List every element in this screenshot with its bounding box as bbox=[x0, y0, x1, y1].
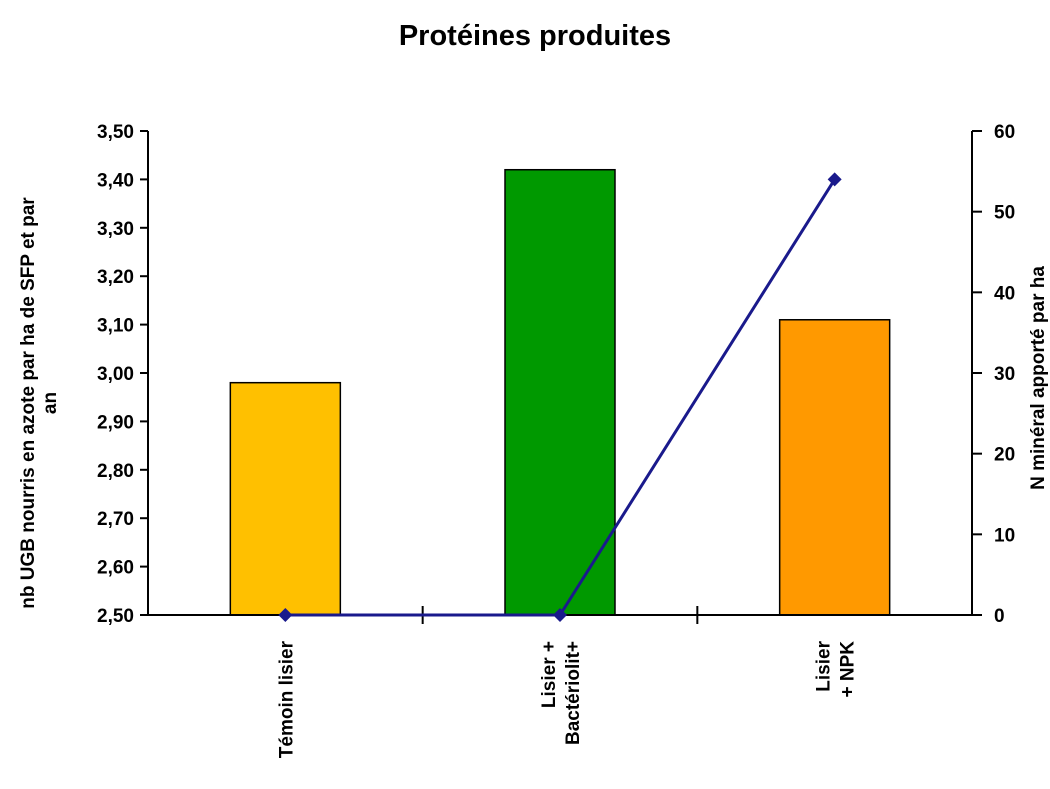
y-tick-label: 3,50 bbox=[97, 122, 134, 143]
y-tick-label: 3,30 bbox=[97, 219, 134, 240]
x-tick-label: Témoin lisier bbox=[276, 640, 297, 758]
y2-axis-label: N minéral apporté par ha bbox=[1028, 266, 1049, 490]
y-tick-label: 3,40 bbox=[97, 170, 134, 191]
y2-tick-label: 40 bbox=[994, 283, 1015, 304]
bar-1 bbox=[230, 383, 340, 615]
plot-area: 2,50 2,60 2,70 2,80 2,90 3,00 3,10 3,20 3,30 3,40… bbox=[97, 122, 1015, 758]
y2-tick-label: 20 bbox=[994, 445, 1015, 466]
y-tick-label: 2,60 bbox=[97, 558, 134, 579]
y-tick-label: 2,80 bbox=[97, 461, 134, 482]
y-tick-label: 3,00 bbox=[97, 364, 134, 385]
y-tick-label: 2,50 bbox=[97, 606, 134, 627]
line-point-3 bbox=[828, 172, 842, 186]
y-tick-label: 2,90 bbox=[97, 412, 134, 433]
y2-tick-label: 0 bbox=[994, 606, 1005, 627]
chart-title: Protéines produites bbox=[399, 20, 671, 52]
y-axis-label-line: nb UGB nourris en azote par ha de SFP et… bbox=[18, 197, 39, 609]
y-tick-label: 3,20 bbox=[97, 267, 134, 288]
bar-2 bbox=[505, 170, 615, 615]
x-tick-label: Lisier + NPK bbox=[814, 640, 859, 697]
y-axis-label: nb UGB nourris en azote par ha de SFP et… bbox=[18, 197, 61, 609]
y-tick-label: 2,70 bbox=[97, 509, 134, 530]
y-tick-label: 3,10 bbox=[97, 316, 134, 337]
y2-tick-label: 10 bbox=[994, 525, 1015, 546]
y2-tick-label: 50 bbox=[994, 203, 1015, 224]
y-axis-label-line: an bbox=[40, 392, 61, 414]
bar-3 bbox=[780, 320, 890, 615]
x-tick-label: Lisier + Bactériolit+ bbox=[539, 641, 584, 745]
y2-tick-label: 60 bbox=[994, 122, 1015, 143]
y2-tick-label: 30 bbox=[994, 364, 1015, 385]
